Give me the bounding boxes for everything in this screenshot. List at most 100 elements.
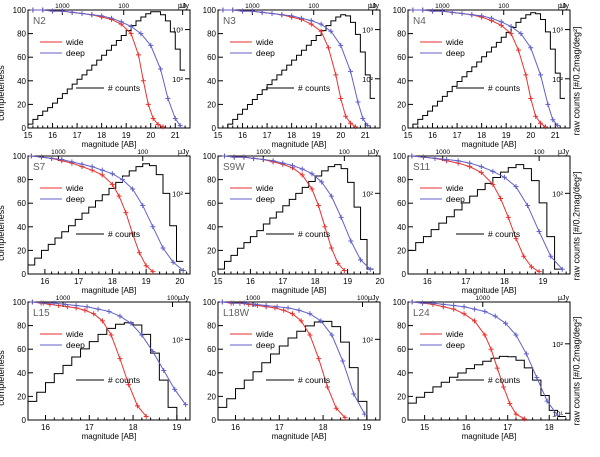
x-tick-label: 15 xyxy=(404,131,413,140)
deep-marker xyxy=(219,299,225,305)
flux-tick-label: 100 xyxy=(498,3,509,10)
x-tick-label: 15 xyxy=(214,277,223,286)
panel-label: N4 xyxy=(413,16,426,27)
legend-counts-label: # counts xyxy=(108,229,140,239)
y-tick-label: 60 xyxy=(397,345,406,354)
deep-marker xyxy=(360,116,366,122)
wide-line xyxy=(222,301,346,418)
x-tick-label: 17 xyxy=(503,423,512,432)
deep-line xyxy=(412,301,558,416)
y-tick-label: 20 xyxy=(17,392,26,401)
y-tick-label: 100 xyxy=(13,298,27,307)
deep-marker xyxy=(536,229,542,235)
deep-marker xyxy=(170,259,176,265)
panel-label: N3 xyxy=(223,16,236,27)
y-tick-label: 40 xyxy=(207,77,216,86)
x-tick-label: 18 xyxy=(545,423,554,432)
wide-marker xyxy=(99,172,105,178)
deep-marker xyxy=(279,12,285,18)
deep-marker xyxy=(328,28,334,34)
wide-marker xyxy=(478,170,484,176)
deep-marker xyxy=(440,301,446,307)
flux-tick-label: 100 xyxy=(534,149,545,156)
deep-marker xyxy=(467,160,473,166)
x-tick-label: 18 xyxy=(311,277,320,286)
x-tick-label: 16 xyxy=(40,277,49,286)
deep-marker xyxy=(269,11,275,17)
deep-marker xyxy=(559,266,565,272)
y-tick-label: 80 xyxy=(207,322,216,331)
deep-marker xyxy=(59,157,65,163)
wide-marker xyxy=(542,124,548,130)
legend-wide-label: wide xyxy=(255,183,274,193)
legend-deep-label: deep xyxy=(66,194,85,204)
deep-marker xyxy=(340,358,346,364)
y-tick-label: 20 xyxy=(207,246,216,255)
plot-frame xyxy=(27,301,191,421)
deep-series xyxy=(220,7,371,129)
flux-unit-label: μJy xyxy=(368,295,380,302)
deep-marker xyxy=(79,161,85,167)
y-tick-label: 100 xyxy=(13,152,27,161)
deep-marker xyxy=(550,117,556,123)
plot-frame xyxy=(407,9,571,129)
deep-marker xyxy=(338,42,344,48)
deep-marker xyxy=(140,203,146,209)
wide-marker xyxy=(281,307,287,313)
panel-s11: 16 17 18 19 magnitude [AB] 0 20 40 60 80 100 1000 10… xyxy=(393,149,571,295)
wide-marker xyxy=(325,45,331,51)
counts-histogram xyxy=(408,12,566,129)
x-axis-label: magnitude [AB] xyxy=(272,140,327,149)
deep-marker xyxy=(490,168,496,174)
panel-s7: 16 17 18 19 20 magnitude [AB] 0 20 40 60 80 100 1000… xyxy=(13,149,191,295)
deep-marker xyxy=(309,171,315,177)
flux-unit-label: μJy xyxy=(558,295,570,302)
wide-marker xyxy=(150,116,156,122)
flux-tick-label: 1000 xyxy=(55,3,70,10)
deep-marker xyxy=(544,398,550,404)
wide-marker xyxy=(352,124,358,130)
deep-marker xyxy=(319,179,325,185)
wide-marker xyxy=(123,210,129,216)
y-tick-label: 80 xyxy=(207,30,216,39)
x-tick-label: 17 xyxy=(85,423,94,432)
x-tick-label: 17 xyxy=(453,131,462,140)
count-tick-label: 10² xyxy=(552,189,563,198)
counts-histogram xyxy=(218,14,376,129)
deep-marker xyxy=(367,266,373,272)
counts-histogram xyxy=(408,355,566,417)
deep-marker xyxy=(328,193,334,199)
y-tick-label: 40 xyxy=(397,77,406,86)
deep-marker xyxy=(318,318,324,324)
deep-series xyxy=(28,153,186,273)
deep-marker xyxy=(251,155,257,161)
deep-marker xyxy=(503,320,509,326)
wide-line xyxy=(411,155,540,273)
x-tick-label: 19 xyxy=(172,423,181,432)
legend-wide-label: wide xyxy=(255,329,274,339)
deep-marker xyxy=(150,349,156,355)
counts-histogram xyxy=(218,320,376,421)
x-tick-label: 15 xyxy=(24,131,33,140)
panel-n4: 15 16 17 18 19 20 21 magnitude [AB] 0 20 40 60 80 100… xyxy=(393,3,571,149)
flux-unit-label: μJy xyxy=(368,149,380,156)
wide-marker xyxy=(143,263,149,269)
x-tick-label: 21 xyxy=(171,131,180,140)
deep-marker xyxy=(362,411,368,417)
legend-counts-label: # counts xyxy=(488,229,520,239)
deep-marker xyxy=(501,174,507,180)
x-axis-label: magnitude [AB] xyxy=(82,432,137,441)
y-tick-label: 100 xyxy=(203,152,217,161)
y-tick-label: 20 xyxy=(17,100,26,109)
wide-marker xyxy=(498,195,504,201)
deep-marker xyxy=(128,320,134,326)
deep-marker xyxy=(231,154,237,160)
y-tick-label: 100 xyxy=(393,152,407,161)
deep-marker xyxy=(40,300,46,306)
deep-marker xyxy=(478,164,484,170)
right-axis-label-row1: raw counts [#/0.2mag/deg²] xyxy=(571,26,582,136)
flux-tick-label: 10 xyxy=(559,3,567,10)
x-tick-label: 18 xyxy=(477,131,486,140)
deep-marker xyxy=(89,12,95,18)
x-axis-label: magnitude [AB] xyxy=(272,432,327,441)
